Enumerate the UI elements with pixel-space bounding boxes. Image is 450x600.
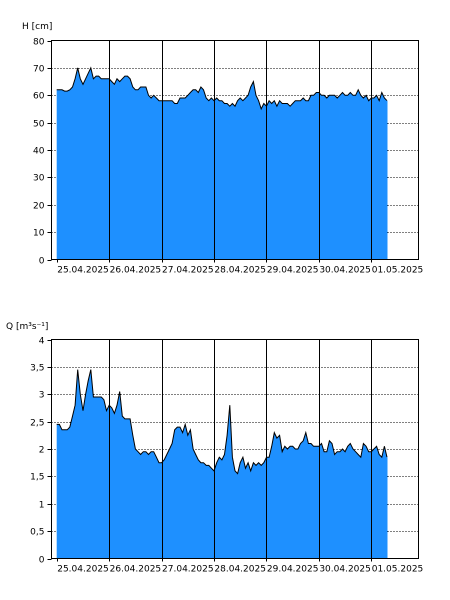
water-level-y-tick-label: 20	[33, 202, 45, 212]
discharge-y-tick-label: 4	[39, 337, 45, 347]
discharge-x-ticks: 25.04.2025 26.04.2025 27.04.2025 28.04.2025…	[57, 558, 424, 575]
water-level-area-fill	[56, 67, 387, 260]
water-level-y-tick-label: 50	[33, 120, 45, 130]
discharge-area-layer	[56, 369, 388, 559]
discharge-day-gridlines	[109, 339, 372, 559]
water-level-y-tick-label: 80	[33, 38, 45, 48]
discharge-y-tick-label: 3	[39, 391, 45, 401]
discharge-x-tick-label: 27.04.2025	[162, 565, 214, 575]
discharge-chart: Q [m³s⁻¹] 0 0,5 1 1,5 2 2,5 3 3,5 4 25.04.2025 26…	[6, 322, 423, 575]
discharge-y-axis-label: Q [m³s⁻¹]	[6, 322, 48, 332]
water-level-y-axis-label: H [cm]	[22, 22, 52, 32]
discharge-area-fill	[56, 369, 387, 559]
discharge-y-tick-label: 2	[39, 446, 45, 456]
water-level-x-tick-label: 25.04.2025	[57, 266, 109, 276]
discharge-y-tick-label: 3,5	[30, 364, 44, 374]
water-level-y-tick-label: 10	[33, 229, 45, 239]
discharge-y-tick-label: 2,5	[30, 419, 44, 429]
water-level-y-tick-label: 40	[33, 147, 45, 157]
water-level-x-ticks: 25.04.2025 26.04.2025 27.04.2025 28.04.2025…	[57, 259, 424, 276]
water-level-x-tick-label: 29.04.2025	[267, 266, 319, 276]
discharge-y-ticks: 0 0,5 1 1,5 2 2,5 3 3,5 4	[30, 337, 52, 566]
water-level-y-tick-label: 0	[39, 257, 45, 267]
water-level-x-tick-label: 27.04.2025	[162, 266, 214, 276]
water-level-y-ticks: 0 10 20 30 40 50 60 70 80	[33, 38, 52, 267]
discharge-y-tick-label: 1	[39, 501, 45, 511]
discharge-x-tick-label: 28.04.2025	[214, 565, 266, 575]
discharge-series-line	[56, 369, 388, 475]
water-level-series-line	[56, 66, 388, 111]
discharge-x-tick-label: 25.04.2025	[57, 565, 109, 575]
discharge-x-tick-label: 29.04.2025	[267, 565, 319, 575]
discharge-y-tick-label: 0	[39, 556, 45, 566]
water-level-x-tick-label: 28.04.2025	[214, 266, 266, 276]
discharge-y-tick-label: 1,5	[30, 473, 44, 483]
water-level-y-tick-label: 70	[33, 65, 45, 75]
water-level-x-tick-label: 30.04.2025	[319, 266, 371, 276]
water-level-y-tick-label: 60	[33, 92, 45, 102]
discharge-x-tick-label: 01.05.2025	[372, 565, 424, 575]
water-level-day-gridlines	[109, 40, 372, 260]
water-level-y-tick-label: 30	[33, 174, 45, 184]
discharge-x-tick-label: 26.04.2025	[110, 565, 162, 575]
discharge-y-tick-label: 0,5	[30, 528, 44, 538]
discharge-x-tick-label: 30.04.2025	[319, 565, 371, 575]
water-level-chart: H [cm] 0 10 20 30 40 50 60 70 80 25.04.2025 26.04…	[22, 22, 423, 276]
water-level-x-tick-label: 01.05.2025	[372, 266, 424, 276]
water-level-x-tick-label: 26.04.2025	[110, 266, 162, 276]
water-level-area-layer	[56, 66, 388, 260]
